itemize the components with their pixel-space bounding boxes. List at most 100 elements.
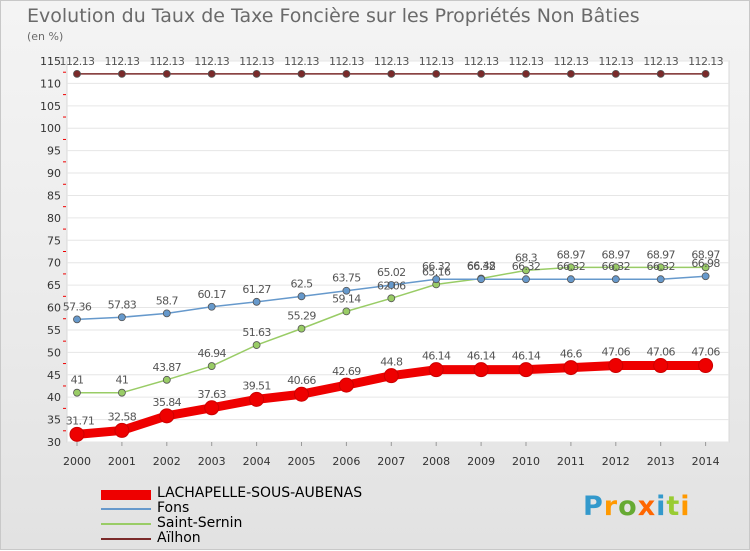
x-tick-label: 2013	[647, 455, 675, 468]
data-label: 37.63	[197, 388, 226, 401]
data-label: 46.94	[197, 347, 226, 360]
data-label: 66.32	[602, 260, 631, 273]
x-tick-label: 2007	[377, 455, 405, 468]
data-point	[294, 386, 309, 402]
data-point	[611, 263, 620, 272]
data-point	[252, 341, 261, 349]
data-label: 66.32	[557, 260, 586, 273]
data-label: 112.13	[464, 55, 499, 68]
data-point	[297, 324, 306, 333]
data-label: 58.7	[156, 294, 179, 307]
legend-swatch-saint-sernin	[101, 523, 151, 525]
data-point	[611, 69, 620, 78]
data-label: 40.66	[287, 374, 316, 387]
data-label: 51.63	[242, 326, 271, 339]
data-label: 57.83	[108, 298, 137, 311]
data-label: 112.13	[509, 55, 544, 68]
data-label: 46.14	[422, 350, 451, 363]
data-label: 112.13	[329, 55, 364, 68]
data-point	[656, 275, 665, 284]
y-tick-label: 45	[47, 369, 61, 382]
data-label: 68.97	[646, 248, 675, 261]
data-label: 68.97	[602, 248, 631, 261]
data-point	[342, 69, 351, 78]
x-tick-label: 2008	[422, 455, 450, 468]
data-label: 112.13	[104, 55, 139, 68]
data-label: 68.97	[557, 248, 586, 261]
data-label: 46.6	[560, 348, 583, 361]
data-label: 47.06	[646, 346, 675, 359]
data-label: 112.13	[553, 55, 588, 68]
data-point	[477, 275, 486, 284]
y-tick-label: 90	[47, 167, 61, 180]
data-point	[207, 302, 216, 311]
data-label: 46.14	[512, 350, 541, 363]
data-point	[342, 307, 351, 316]
data-label: 47.06	[602, 346, 631, 359]
x-tick-label: 2002	[153, 455, 181, 468]
data-point	[73, 315, 81, 324]
y-tick-label: 95	[47, 145, 61, 158]
data-point	[518, 362, 534, 378]
data-point	[159, 408, 175, 424]
data-point	[611, 275, 620, 284]
data-point	[249, 391, 265, 407]
data-point	[653, 358, 669, 374]
data-point	[522, 69, 530, 78]
data-point	[698, 358, 714, 374]
y-tick-label: 70	[47, 257, 61, 270]
legend-label-saint-sernin: Saint-Sernin	[157, 515, 243, 531]
y-tick-label: 100	[40, 122, 61, 135]
data-point	[162, 375, 171, 384]
data-label: 112.13	[149, 55, 184, 68]
y-tick-label: 75	[47, 234, 61, 247]
data-label: 66.32	[646, 260, 675, 273]
data-label: 112.13	[194, 55, 229, 68]
data-point	[338, 377, 354, 393]
data-label: 68.97	[691, 248, 720, 261]
data-point	[387, 69, 396, 78]
data-label: 61.27	[242, 283, 271, 296]
data-point	[204, 400, 220, 416]
data-point	[432, 69, 441, 78]
data-label: 59.14	[332, 292, 361, 305]
x-tick-label: 2004	[243, 455, 271, 468]
data-label: 55.29	[287, 310, 316, 323]
x-tick-label: 2009	[467, 455, 495, 468]
data-point	[522, 275, 530, 284]
data-label: 62.5	[290, 277, 313, 290]
data-label: 41	[115, 374, 128, 387]
data-point	[608, 358, 624, 374]
data-point	[252, 69, 261, 78]
y-tick-label: 35	[47, 414, 61, 427]
data-point	[432, 275, 441, 284]
x-tick-label: 2001	[108, 455, 136, 468]
data-label: 42.69	[332, 365, 361, 378]
data-point	[473, 362, 489, 378]
data-point	[118, 388, 126, 397]
data-point	[207, 69, 216, 78]
data-point	[207, 362, 216, 370]
data-point	[656, 263, 665, 272]
legend-label-ailhon: Aïlhon	[157, 530, 201, 546]
y-tick-label: 50	[47, 346, 61, 359]
data-label: 112.13	[598, 55, 633, 68]
data-label: 66.32	[467, 260, 496, 273]
data-label: 47.06	[691, 346, 720, 359]
data-label: 66.32	[422, 260, 451, 273]
unit-label: (en %)	[27, 30, 64, 43]
x-tick-label: 2012	[602, 455, 630, 468]
proxiti-logo: Proxiti	[583, 491, 691, 522]
data-point	[477, 69, 486, 78]
data-point	[701, 272, 710, 281]
data-point	[73, 388, 81, 397]
x-tick-label: 2006	[332, 455, 360, 468]
data-point	[118, 69, 126, 78]
data-point	[563, 360, 579, 376]
data-label: 112.13	[239, 55, 274, 68]
chart-title: Evolution du Taux de Taxe Foncière sur l…	[27, 5, 640, 27]
y-tick-label: 80	[47, 212, 61, 225]
y-tick-label: 85	[47, 189, 61, 202]
data-label: 112.13	[419, 55, 454, 68]
